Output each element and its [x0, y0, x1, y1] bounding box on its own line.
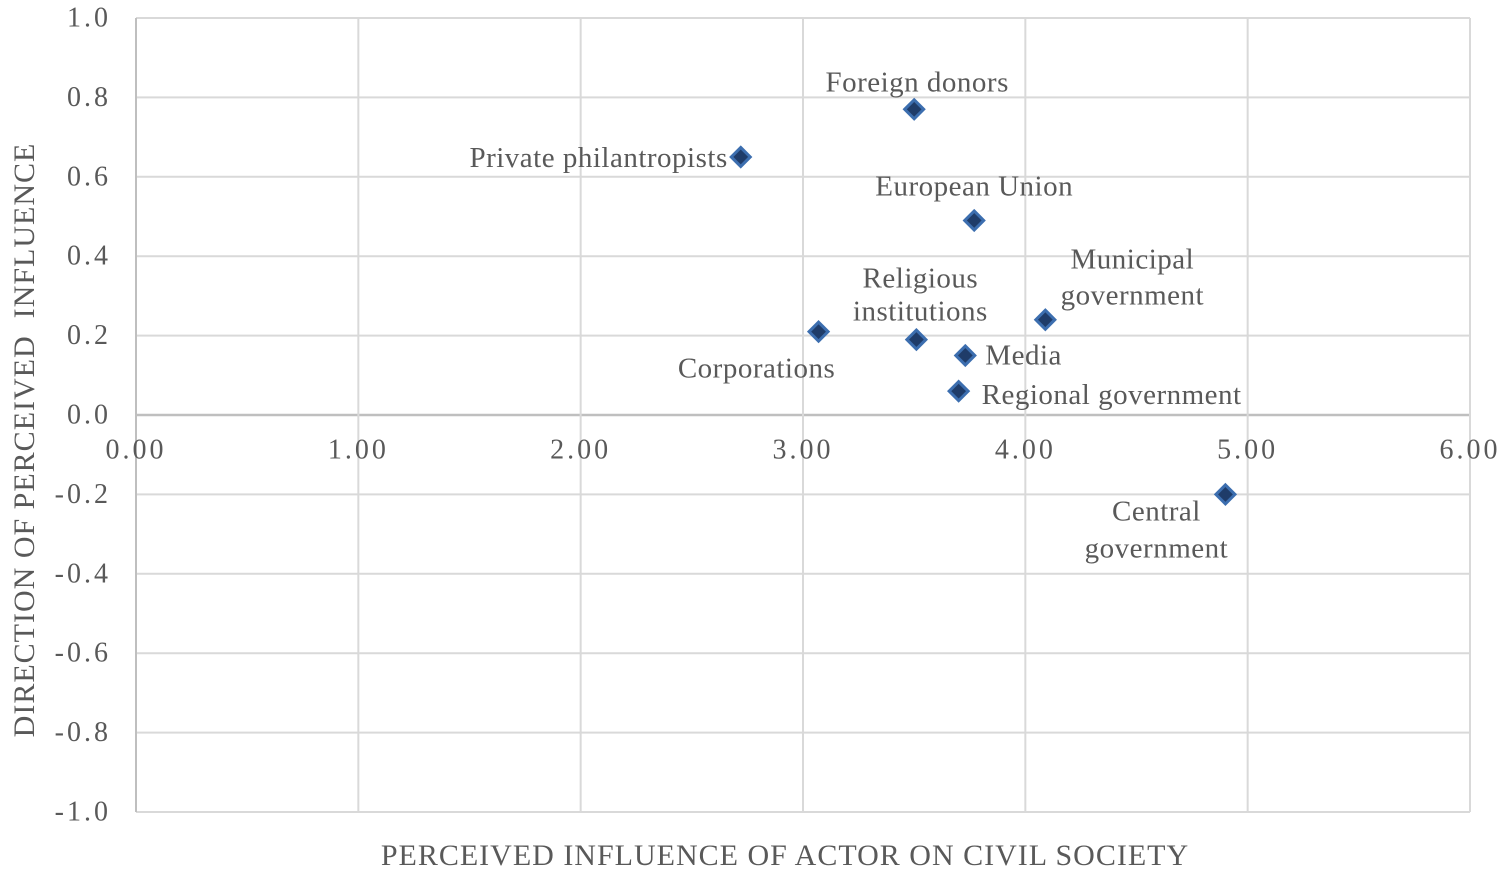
- data-point-foreign-donors: [902, 97, 926, 121]
- data-label-central-government-line2: government: [1085, 532, 1229, 564]
- data-label-foreign-donors: Foreign donors: [825, 66, 1008, 98]
- data-point-private-philantropists: [729, 145, 753, 169]
- data-label-central-government-line1: Central: [1112, 495, 1201, 527]
- y-tick-label--0.2: -0.2: [55, 479, 111, 510]
- data-label-private-philantropists: Private philantropists: [469, 142, 727, 174]
- data-label-municipal-government-line2: government: [1061, 280, 1205, 312]
- x-axis-title: PERCEIVED INFLUENCE OF ACTOR ON CIVIL SO…: [380, 839, 1190, 872]
- x-tick-label-0.00: 0.00: [106, 435, 167, 466]
- data-point-municipal-government: [1033, 308, 1057, 332]
- y-tick-label--0.8: -0.8: [55, 717, 111, 748]
- y-tick-label--0.4: -0.4: [55, 558, 111, 589]
- data-point-regional-government: [947, 379, 971, 403]
- y-tick-label-0.0: 0.0: [67, 400, 111, 431]
- data-point-european-union: [962, 208, 986, 233]
- data-point-corporations: [806, 320, 831, 344]
- y-tick-label-0.8: 0.8: [67, 82, 111, 113]
- y-tick-label-1.0: 1.0: [67, 3, 111, 34]
- data-point-media: [953, 343, 977, 368]
- x-tick-label-2.00: 2.00: [550, 435, 611, 466]
- x-tick-label-4.00: 4.00: [995, 435, 1056, 466]
- data-point-central-government: [1213, 482, 1238, 507]
- y-tick-label-0.2: 0.2: [67, 320, 111, 351]
- x-tick-label-6.00: 6.00: [1440, 435, 1498, 466]
- y-tick-label-0.6: 0.6: [67, 161, 111, 192]
- x-tick-label-3.00: 3.00: [773, 435, 834, 466]
- y-tick-label--1.0: -1.0: [55, 797, 111, 828]
- data-label-religious-institutions-line1: Religious: [863, 263, 979, 295]
- x-tick-label-1.00: 1.00: [328, 435, 389, 466]
- data-label-regional-government: Regional government: [982, 379, 1242, 411]
- data-label-municipal-government-line1: Municipal: [1070, 244, 1194, 276]
- data-label-european-union: European Union: [875, 170, 1073, 202]
- y-tick-label-0.4: 0.4: [67, 241, 111, 272]
- data-point-religious-institutions: [904, 327, 929, 352]
- x-tick-label-5.00: 5.00: [1217, 435, 1278, 466]
- data-label-religious-institutions-line2: institutions: [853, 296, 988, 328]
- y-tick-label--0.6: -0.6: [55, 638, 111, 669]
- data-label-media: Media: [985, 339, 1062, 371]
- y-axis-title: DIRECTION OF PERCEIVED INFLUENCE: [8, 142, 41, 738]
- data-label-corporations: Corporations: [678, 353, 835, 385]
